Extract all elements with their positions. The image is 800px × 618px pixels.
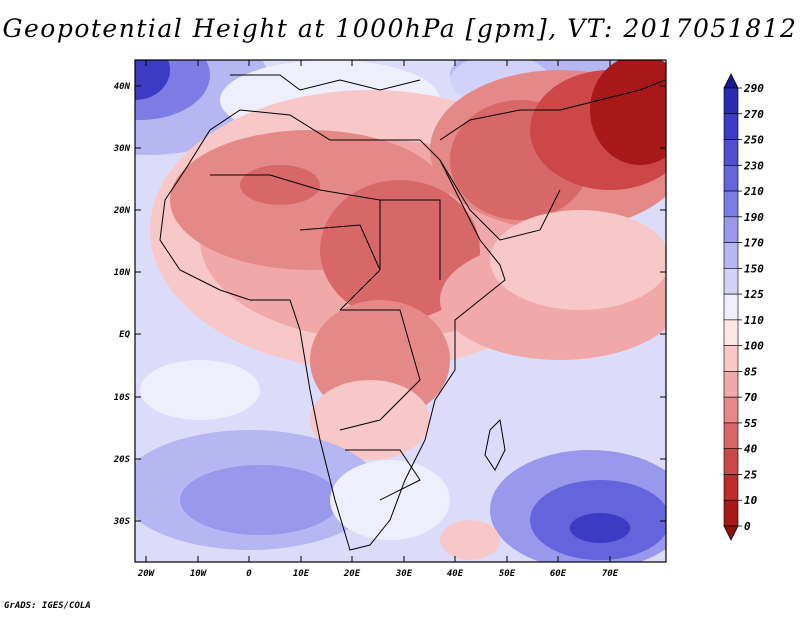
- colorbar-label: 85: [744, 365, 758, 378]
- colorbar-label: 250: [743, 134, 764, 147]
- colorbar-label: 290: [743, 82, 764, 95]
- colorbar-swatch: [723, 242, 739, 269]
- lon-label-20e: 20E: [343, 569, 361, 579]
- colorbar-swatch: [723, 319, 739, 346]
- colorbar-swatch: [723, 293, 739, 321]
- map-title: Geopotential Height at 1000hPa [gpm], VT…: [2, 14, 798, 43]
- colorbar-swatch: [723, 345, 739, 372]
- colorbar-swatch: [723, 139, 739, 166]
- colorbar-swatch: [723, 190, 739, 218]
- lat-label-30n: 30N: [113, 144, 131, 154]
- colorbar-swatch: [723, 422, 739, 450]
- lon-label-10w: 10W: [190, 569, 208, 579]
- colorbar-label: 170: [744, 237, 764, 250]
- colorbar-label: 40: [744, 443, 758, 456]
- colorbar-swatch: [723, 87, 739, 115]
- lon-label-60e: 60E: [550, 569, 567, 579]
- lat-label-20s: 20S: [113, 455, 131, 465]
- lat-label-10s: 10S: [114, 393, 131, 403]
- colorbar-bottom-arrow: [723, 525, 739, 541]
- lat-label-10n: 10N: [114, 268, 131, 278]
- colorbar-label: 230: [743, 159, 764, 172]
- colorbar-label: 150: [744, 262, 764, 275]
- colorbar-label: 0: [744, 520, 751, 533]
- lat-label-40n: 40N: [114, 82, 131, 92]
- colorbar-label: 210: [743, 185, 764, 198]
- colorbar-swatch: [723, 499, 739, 527]
- colorbar-top-arrow: [723, 73, 739, 89]
- lat-label-20n: 20N: [113, 206, 131, 216]
- coastline: [159, 74, 666, 551]
- colorbar-label: 190: [744, 211, 764, 224]
- colorbar-swatch: [723, 268, 739, 295]
- colorbar-swatch: [723, 113, 739, 140]
- colorbar: 2902702502302101901701501251101008570554…: [723, 73, 764, 541]
- colorbar-swatch: [723, 164, 739, 192]
- colorbar-label: 70: [744, 391, 758, 404]
- lon-label-50e: 50E: [499, 569, 516, 579]
- lat-label-30s: 30S: [113, 517, 131, 527]
- grads-credit: GrADS: IGES/COLA: [4, 601, 91, 611]
- map-frame: [134, 59, 667, 563]
- lat-label-eq: EQ: [119, 330, 130, 340]
- colorbar-swatch: [723, 371, 739, 398]
- lon-label-10e: 10E: [293, 569, 310, 579]
- lon-label-70e: 70E: [602, 569, 619, 579]
- lon-label-0: 0: [246, 569, 252, 579]
- colorbar-label: 110: [744, 314, 764, 327]
- height-field: [135, 60, 666, 562]
- colorbar-label: 100: [744, 340, 764, 353]
- colorbar-label: 10: [744, 494, 758, 507]
- colorbar-swatch: [723, 216, 739, 243]
- colorbar-label: 55: [744, 417, 758, 430]
- colorbar-label: 25: [743, 468, 758, 481]
- colorbar-swatch: [723, 396, 739, 424]
- lon-label-40e: 40E: [447, 569, 464, 579]
- lon-label-30e: 30E: [395, 569, 413, 579]
- colorbar-label: 270: [743, 108, 764, 121]
- colorbar-swatch: [723, 474, 739, 501]
- axis-ticks: [135, 60, 666, 562]
- colorbar-swatch: [723, 448, 739, 475]
- lon-label-20w: 20W: [137, 569, 156, 579]
- colorbar-label: 125: [744, 288, 764, 301]
